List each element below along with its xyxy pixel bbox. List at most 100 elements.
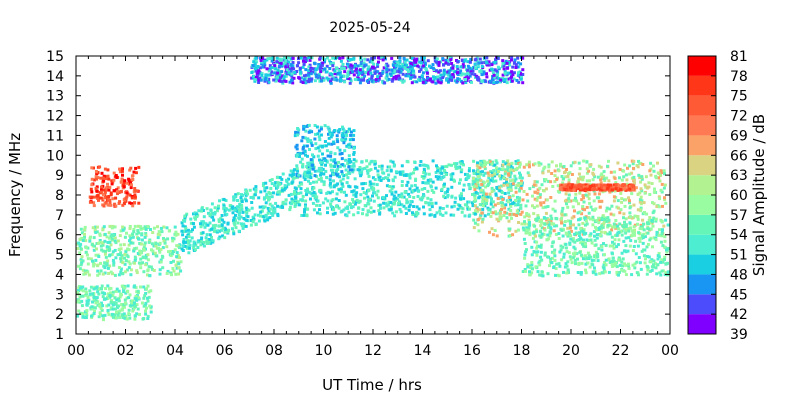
data-point [262,215,266,219]
data-point [367,202,371,206]
data-point [133,317,137,321]
data-point [591,171,595,175]
data-point [349,133,353,137]
data-point [620,200,624,204]
data-point [618,167,622,171]
data-point [318,149,322,153]
data-point [253,67,257,70]
data-point [490,173,494,177]
data-point [453,162,456,166]
data-point [461,81,465,85]
data-point [467,200,471,204]
data-point [503,61,507,65]
data-point [311,153,314,157]
data-point [142,248,146,252]
data-point [135,303,139,307]
data-point [542,216,546,220]
data-point [447,163,451,167]
data-point [503,71,507,75]
data-point [613,170,617,174]
data-point [426,76,430,80]
data-point [186,241,190,245]
data-point [371,65,375,69]
data-point [337,69,341,72]
data-point [522,237,526,241]
data-point [502,214,506,217]
y-tick-label: 11 [46,128,64,144]
data-point [594,250,598,254]
data-point [154,254,158,258]
data-point [439,81,443,85]
data-point [358,68,362,72]
data-point [136,307,140,311]
data-point [597,227,601,231]
data-point [107,272,111,275]
data-point [140,238,144,242]
data-point [90,177,94,181]
data-point [426,196,430,200]
data-point [444,58,448,62]
data-point [300,157,304,161]
data-point [90,183,94,187]
data-point [607,183,611,187]
data-point [80,261,84,265]
data-point [393,163,396,167]
data-point [90,195,94,199]
data-point [486,206,490,210]
data-point [308,58,312,62]
data-point [115,298,119,302]
data-point [459,162,463,166]
data-point [152,226,156,230]
data-point [323,140,327,143]
data-point [102,179,106,183]
data-point [429,178,433,182]
data-point [240,203,244,207]
data-point [273,210,277,214]
data-point [565,264,569,268]
data-point [174,230,178,234]
data-point [349,57,353,61]
data-point [400,192,404,196]
data-point [336,71,340,75]
data-point [394,75,398,78]
data-point [252,60,256,64]
data-point [306,169,310,173]
data-point [514,229,518,233]
data-point [597,192,601,196]
colorbar-segment [688,75,716,96]
data-point [326,154,330,158]
data-point [328,183,332,187]
data-point [519,181,523,185]
data-point [407,192,411,196]
data-point [106,168,110,172]
data-point [524,228,528,232]
data-point [602,242,605,246]
data-point [317,135,321,139]
data-point [579,186,583,190]
data-point [192,243,196,247]
data-point [120,169,124,173]
data-point [303,208,307,212]
data-point [187,251,191,255]
data-point [248,188,252,192]
data-point [103,266,107,270]
data-point [641,218,645,222]
colorbar-tick-label: 39 [730,327,748,343]
data-point [464,81,468,84]
data-point [293,202,297,205]
data-point [484,192,488,196]
data-point [608,223,612,227]
data-point [496,57,500,60]
data-point [582,185,586,189]
data-point [295,143,299,147]
data-point [507,61,511,64]
data-point [583,208,587,212]
data-point [636,215,640,218]
data-point [120,303,124,306]
data-point [549,231,553,235]
data-point [532,212,536,216]
data-point [530,263,534,267]
data-point [466,205,470,209]
data-point [103,239,107,243]
data-point [328,129,332,133]
